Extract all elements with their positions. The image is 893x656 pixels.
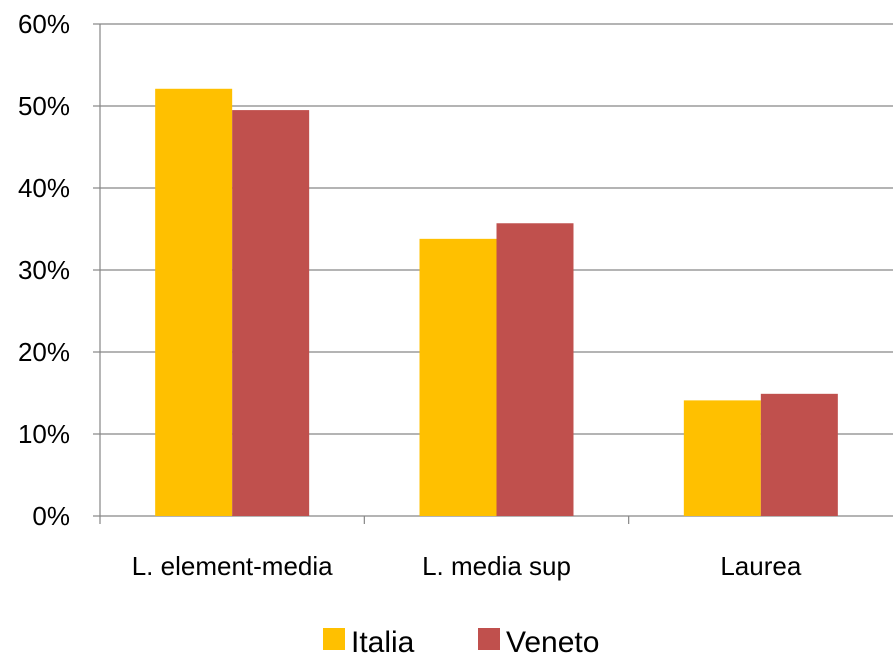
y-tick-label: 50% <box>18 91 70 121</box>
y-tick-label: 10% <box>18 419 70 449</box>
y-tick-label: 60% <box>18 9 70 39</box>
legend-swatch-italia <box>323 628 345 650</box>
legend-label-veneto: Veneto <box>506 626 599 656</box>
y-tick-label: 0% <box>32 501 70 531</box>
y-tick-label: 40% <box>18 173 70 203</box>
x-tick-label: L. media sup <box>422 551 571 581</box>
y-tick-label: 30% <box>18 255 70 285</box>
x-tick-label: Laurea <box>720 551 801 581</box>
bars <box>155 88 838 516</box>
x-tick-label: L. element-media <box>132 551 333 581</box>
bar-italia-2 <box>419 238 497 516</box>
legend-label-italia: Italia <box>351 626 415 656</box>
y-tick-label: 20% <box>18 337 70 367</box>
legend: Italia Veneto <box>323 626 599 656</box>
legend-swatch-veneto <box>478 628 500 650</box>
bar-italia-1 <box>155 88 233 516</box>
bar-italia-3 <box>683 400 761 516</box>
tick-labels: 0% 10% 20% 30% 40% 50% 60% L. element-media L. m… <box>18 9 802 581</box>
bar-veneto-2 <box>496 223 574 516</box>
bar-veneto-3 <box>760 393 838 516</box>
bar-veneto-1 <box>232 110 310 516</box>
